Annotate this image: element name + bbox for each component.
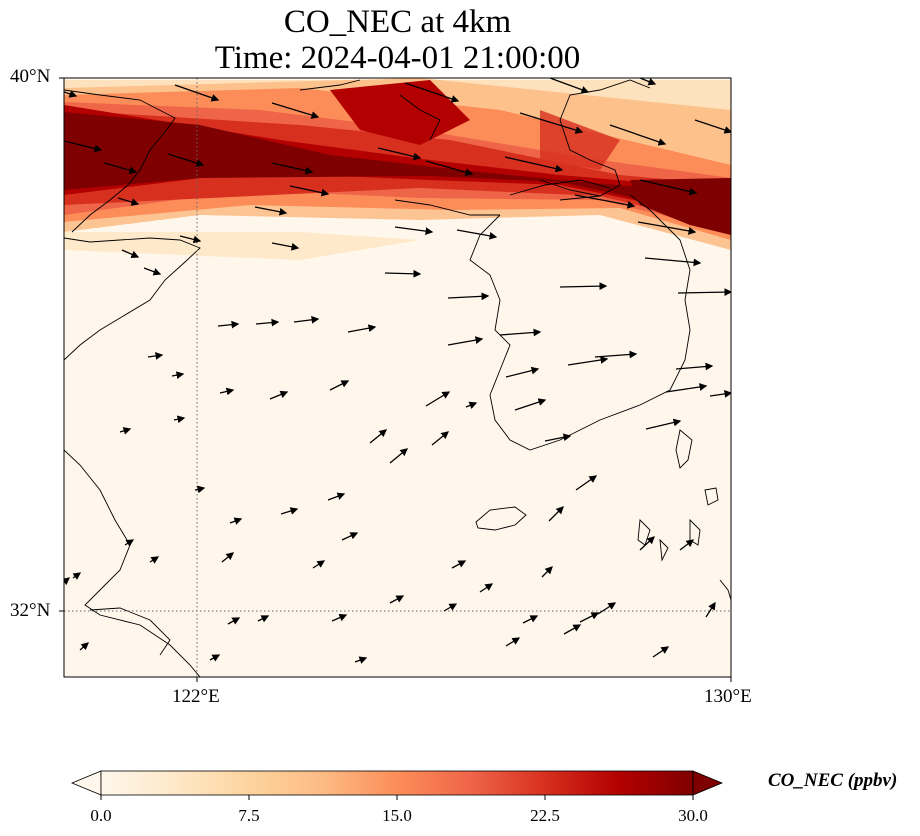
map-frame xyxy=(63,77,732,678)
lon-label-130e: 130°E xyxy=(704,686,752,707)
map-title: CO_NEC at 4km xyxy=(283,4,512,40)
axis-ticks xyxy=(59,77,732,682)
colorbar-tick-3: 22.5 xyxy=(530,806,560,825)
colorbar-gradient xyxy=(101,771,693,795)
lon-label-122e: 122°E xyxy=(172,686,220,707)
lat-label-40n: 40°N xyxy=(10,66,51,87)
map-panel xyxy=(59,77,732,682)
colorbar-tick-4: 30.0 xyxy=(678,806,708,825)
colorbar-tick-0: 0.0 xyxy=(90,806,112,825)
gridlines xyxy=(64,78,731,677)
lat-label-32n: 32°N xyxy=(10,600,51,621)
colorbar-extend-min xyxy=(70,770,102,796)
colorbar-extend-max xyxy=(692,770,724,796)
colorbar-tick-2: 15.0 xyxy=(382,806,412,825)
colorbar-label: CO_NEC (ppbv) xyxy=(768,770,898,791)
coastlines xyxy=(64,79,731,677)
wind-vectors xyxy=(64,78,731,664)
map-subtitle: Time: 2024-04-01 21:00:00 xyxy=(214,40,581,76)
colorbar-tick-1: 7.5 xyxy=(238,806,260,825)
